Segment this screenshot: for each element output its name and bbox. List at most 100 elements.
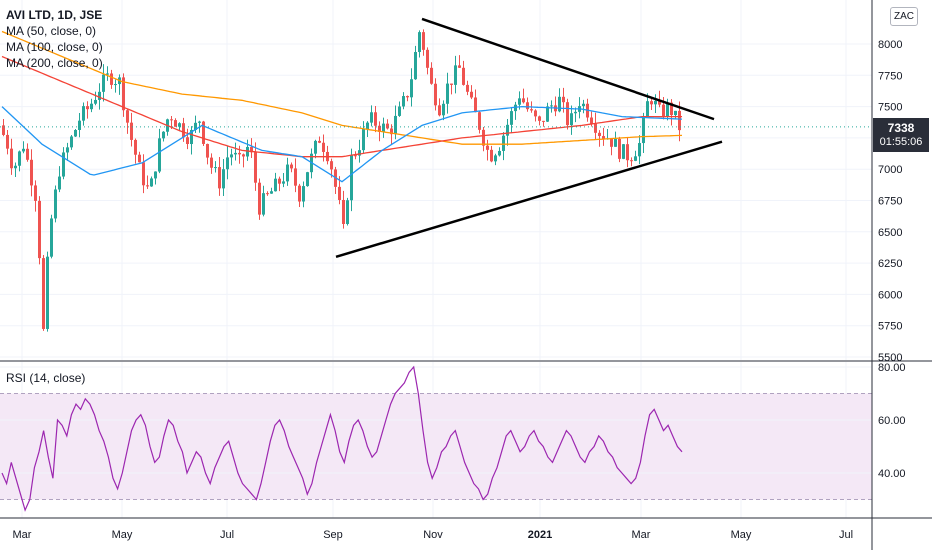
candle-body	[502, 136, 505, 151]
candle-body	[210, 158, 213, 168]
price-tick-label: 7000	[878, 164, 902, 176]
ma200-label: MA (200, close, 0)	[6, 55, 103, 71]
candle-body	[458, 65, 461, 67]
candle-body	[466, 85, 469, 92]
candle-body	[114, 84, 117, 85]
candle-body	[674, 111, 677, 115]
candle-body	[206, 144, 209, 158]
candle-body	[634, 156, 637, 161]
candle-body	[346, 200, 349, 224]
candle-body	[470, 92, 473, 98]
candle-body	[426, 50, 429, 68]
candle-body	[154, 172, 157, 179]
candle-body	[422, 32, 425, 50]
candle-body	[570, 113, 573, 125]
last-price-badge: 7338 01:55:06	[873, 118, 929, 152]
candle-body	[10, 149, 13, 169]
price-tick-label: 8000	[878, 39, 902, 51]
time-tick-label: Nov	[423, 529, 443, 541]
candle-body	[394, 116, 397, 134]
time-tick-label: Jul	[839, 529, 853, 541]
candle-body	[78, 121, 81, 130]
candle-body	[398, 106, 401, 115]
candle-body	[354, 155, 357, 156]
rsi-tick-label: 40.00	[878, 468, 906, 480]
time-tick-label: 2021	[528, 529, 552, 541]
currency-button[interactable]: ZAC	[890, 7, 918, 26]
candle-body	[262, 193, 265, 214]
rsi-tick-label: 80.00	[878, 362, 906, 374]
candle-body	[582, 104, 585, 106]
candle-body	[450, 84, 453, 85]
candle-body	[374, 112, 377, 125]
candle-body	[298, 186, 301, 202]
candle-body	[534, 110, 537, 116]
trendline-lower	[336, 142, 722, 257]
candle-body	[614, 139, 617, 147]
candle-body	[518, 98, 521, 104]
candle-body	[26, 149, 29, 160]
candle-body	[642, 116, 645, 143]
candle-body	[110, 73, 113, 84]
candle-body	[602, 136, 605, 139]
candle-body	[342, 200, 345, 224]
candle-body	[574, 112, 577, 113]
ma100-label: MA (100, close, 0)	[6, 39, 103, 55]
candle-body	[214, 167, 217, 168]
candle-body	[90, 104, 93, 109]
candle-body	[290, 165, 293, 169]
bar-countdown: 01:55:06	[873, 135, 929, 149]
candle-body	[370, 112, 373, 122]
candles	[2, 29, 681, 331]
candle-body	[418, 32, 421, 52]
price-tick-label: 6750	[878, 196, 902, 208]
symbol-title: AVI LTD, 1D, JSE	[6, 7, 103, 23]
candle-body	[490, 150, 493, 162]
candle-body	[442, 104, 445, 115]
candle-body	[654, 101, 657, 105]
candle-body	[198, 122, 201, 123]
price-tick-label: 6250	[878, 258, 902, 270]
candle-body	[638, 143, 641, 156]
candle-body	[530, 109, 533, 110]
candle-body	[46, 257, 49, 329]
price-tick-label: 6000	[878, 289, 902, 301]
candle-body	[430, 68, 433, 84]
candle-body	[182, 123, 185, 137]
candle-body	[382, 124, 385, 132]
candle-body	[134, 140, 137, 155]
time-tick-label: Jul	[220, 529, 234, 541]
candle-body	[258, 183, 261, 215]
price-tick-label: 7500	[878, 102, 902, 114]
candle-body	[242, 154, 245, 156]
candle-body	[622, 144, 625, 159]
candle-body	[318, 141, 321, 143]
candle-body	[146, 185, 149, 186]
candle-body	[238, 153, 241, 154]
candle-body	[18, 151, 21, 165]
candle-body	[482, 130, 485, 146]
time-tick-label: May	[731, 529, 752, 541]
rsi-tick-label: 60.00	[878, 415, 906, 427]
candle-body	[126, 110, 129, 122]
candle-body	[174, 120, 177, 127]
candle-body	[142, 162, 145, 185]
candle-body	[474, 97, 477, 112]
candle-body	[486, 146, 489, 150]
candle-body	[414, 52, 417, 79]
candle-body	[294, 168, 297, 185]
candle-body	[74, 130, 77, 136]
candle-body	[510, 111, 513, 125]
candle-body	[278, 179, 281, 184]
candle-body	[562, 97, 565, 102]
candle-body	[22, 149, 25, 152]
candle-body	[454, 65, 457, 85]
candle-body	[446, 84, 449, 104]
candle-body	[70, 136, 73, 147]
time-tick-label: Sep	[323, 529, 343, 541]
candle-body	[234, 153, 237, 155]
price-tick-label: 5750	[878, 321, 902, 333]
candle-body	[410, 79, 413, 97]
